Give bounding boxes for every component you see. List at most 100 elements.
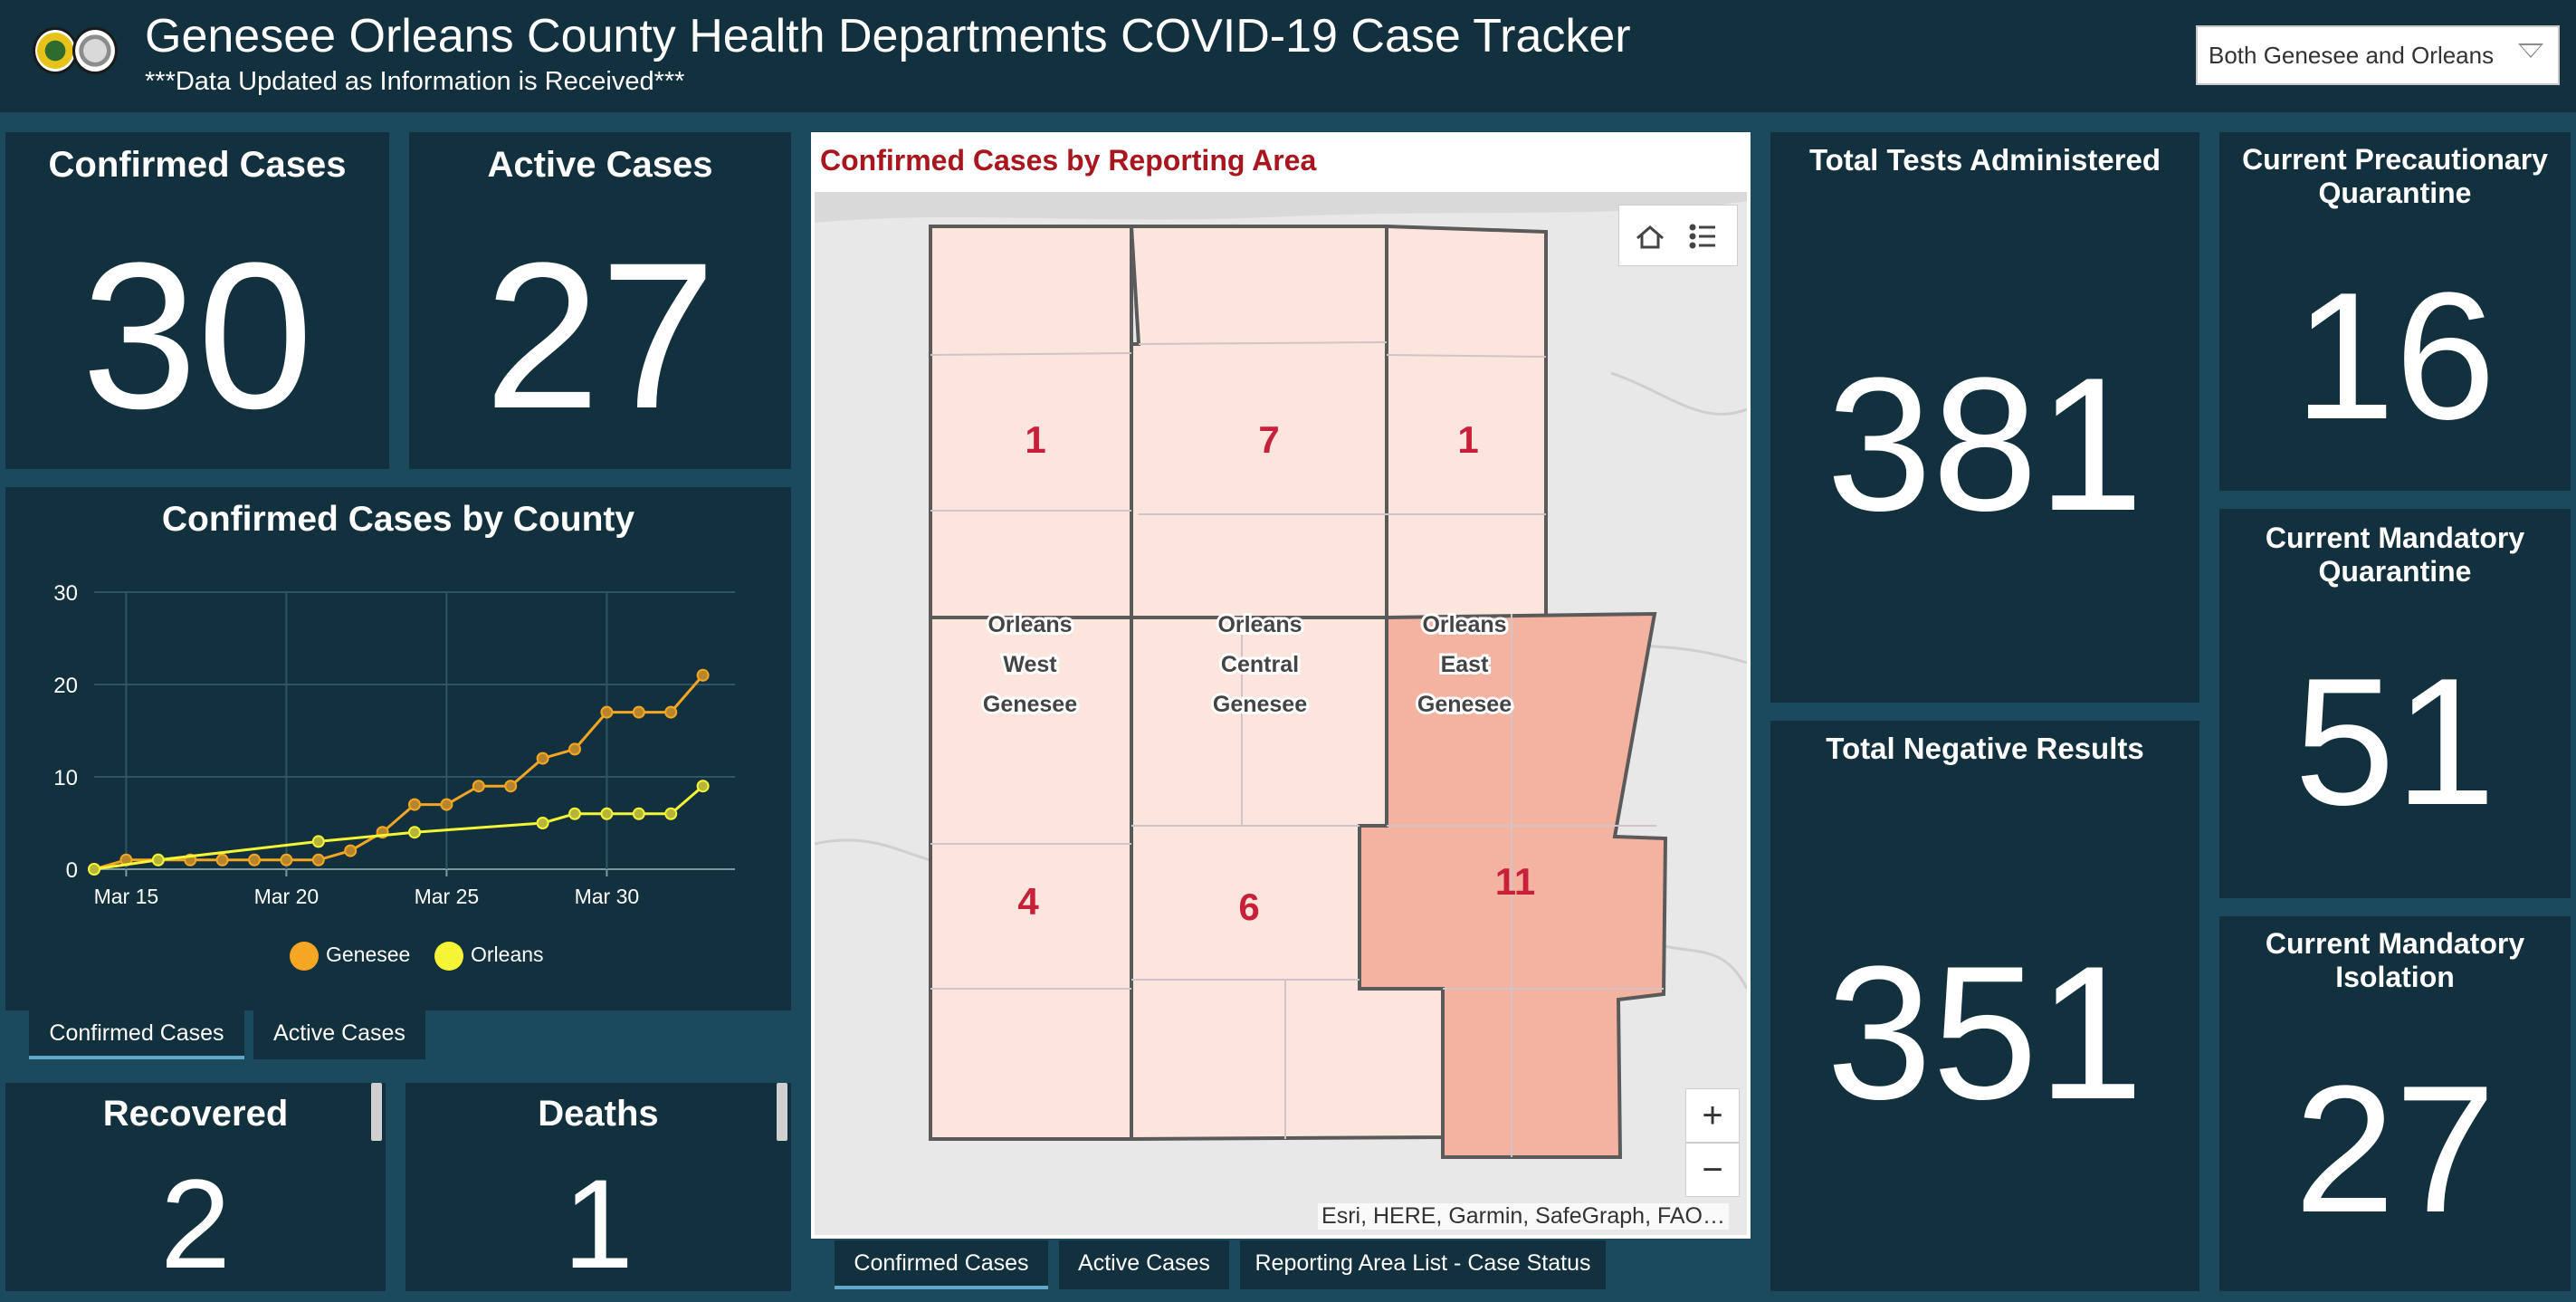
data-point-genesee	[215, 853, 229, 866]
data-point-genesee	[440, 798, 453, 811]
legend-swatch-orleans	[434, 942, 463, 971]
active-cases-title: Active Cases	[487, 145, 713, 185]
data-point-orleans	[696, 780, 710, 793]
data-point-genesee	[280, 853, 293, 866]
data-point-orleans	[408, 826, 421, 839]
data-point-genesee	[696, 668, 710, 682]
data-point-genesee	[311, 853, 325, 866]
tab-map-active-cases[interactable]: Active Cases	[1059, 1240, 1229, 1289]
map-attribution[interactable]: Esri, HERE, Garmin, SafeGraph, FAO…	[1318, 1203, 1729, 1230]
map-panel: Confirmed Cases by Reporting Area	[811, 132, 1751, 1239]
data-point-genesee	[408, 798, 421, 811]
county-filter-dropdown[interactable]: Both Genesee and Orleans	[2196, 25, 2560, 85]
label-orleans-1: Orleans	[987, 612, 1072, 637]
map-title: Confirmed Cases by Reporting Area	[811, 132, 1751, 188]
data-point-orleans	[536, 817, 549, 829]
deaths-title: Deaths	[538, 1094, 659, 1134]
label-orleans-3: Orleans	[1422, 612, 1506, 637]
total-tests-panel: Total Tests Administered 381	[1770, 132, 2199, 703]
total-tests-title: Total Tests Administered	[1808, 143, 2161, 177]
count-genesee-east: 11	[1495, 860, 1535, 903]
cases-by-county-chart-panel: Confirmed Cases by County 0 10 20 30 Mar 15 M…	[5, 487, 791, 1010]
x-tick-label: Mar 20	[254, 885, 320, 908]
data-point-genesee	[344, 844, 358, 857]
recovered-value: 2	[160, 1153, 231, 1295]
data-point-genesee	[248, 853, 261, 866]
legend-label-genesee: Genesee	[326, 943, 411, 967]
legend-swatch-genesee	[290, 942, 319, 971]
legend-label-orleans: Orleans	[471, 943, 544, 967]
precautionary-quarantine-panel: Current Precautionary Quarantine 16	[2219, 132, 2571, 491]
precautionary-quarantine-value: 16	[2294, 255, 2496, 457]
tab-map-reporting-area-list[interactable]: Reporting Area List - Case Status	[1240, 1240, 1606, 1289]
line-chart: 0 10 20 30 Mar 15 Mar 20 Mar 25 Mar 30	[53, 581, 735, 908]
label-west: West	[1003, 652, 1057, 677]
legend-item-orleans[interactable]: Orleans	[434, 942, 544, 971]
legend-item-genesee[interactable]: Genesee	[290, 942, 410, 971]
layer-list-icon	[1689, 224, 1715, 249]
zoom-in-button[interactable]: +	[1685, 1088, 1740, 1143]
genesee-county-seal-icon	[33, 27, 78, 74]
y-tick-label: 30	[53, 581, 78, 606]
precautionary-quarantine-title: Current Precautionary Quarantine	[2242, 143, 2548, 209]
deaths-panel: Deaths 1	[405, 1083, 791, 1291]
tab-map-confirmed-cases[interactable]: Confirmed Cases	[835, 1240, 1048, 1289]
mandatory-quarantine-value: 51	[2294, 641, 2496, 843]
data-point-genesee	[600, 705, 614, 719]
label-genesee-2: Genesee	[1213, 692, 1307, 717]
recovered-scrollbar[interactable]	[371, 1083, 382, 1141]
mandatory-isolation-panel: Current Mandatory Isolation 27	[2219, 916, 2571, 1291]
total-negative-title: Total Negative Results	[1826, 732, 2144, 765]
data-point-orleans	[88, 863, 100, 876]
y-tick-label: 20	[53, 674, 78, 698]
total-negative-value: 351	[1826, 926, 2144, 1139]
confirmed-cases-title: Confirmed Cases	[48, 145, 347, 185]
y-tick-label: 10	[53, 766, 78, 790]
chevron-down-icon	[2518, 43, 2543, 58]
zoom-out-button[interactable]: −	[1685, 1143, 1740, 1197]
data-point-orleans	[632, 807, 645, 820]
total-tests-value: 381	[1826, 338, 2144, 550]
tab-chart-active-cases[interactable]: Active Cases	[253, 1010, 425, 1059]
active-cases-value: 27	[484, 219, 716, 452]
map-canvas: 1 7 1 4 6 11 Orleans West Genesee Orlean…	[815, 192, 1747, 1159]
label-orleans-2: Orleans	[1217, 612, 1302, 637]
series-line-orleans	[93, 785, 704, 871]
page-subtitle: ***Data Updated as Information is Receiv…	[145, 67, 685, 96]
recovered-panel: Recovered 2	[5, 1083, 386, 1291]
data-point-orleans	[311, 835, 325, 848]
label-central: Central	[1221, 652, 1299, 677]
data-point-orleans	[151, 853, 165, 866]
header-bar: Genesee Orleans County Health Department…	[0, 0, 2576, 112]
deaths-scrollbar[interactable]	[777, 1083, 787, 1141]
count-orleans-central: 7	[1258, 418, 1279, 461]
tab-chart-confirmed-cases[interactable]: Confirmed Cases	[29, 1010, 244, 1059]
data-point-genesee	[568, 742, 581, 756]
data-point-genesee	[632, 705, 645, 719]
data-point-genesee	[536, 752, 549, 765]
mandatory-quarantine-panel: Current Mandatory Quarantine 51	[2219, 509, 2571, 898]
page-title: Genesee Orleans County Health Department…	[145, 10, 1631, 62]
home-icon	[1636, 225, 1664, 249]
x-tick-label: Mar 25	[415, 885, 480, 908]
confirmed-cases-value: 30	[81, 219, 313, 452]
count-orleans-west: 1	[1025, 418, 1045, 461]
map-toolbar-icons	[1636, 224, 1715, 249]
data-point-orleans	[600, 807, 614, 820]
map-toolbar	[1618, 205, 1738, 266]
chart-title: Confirmed Cases by County	[161, 500, 635, 539]
map-view[interactable]: 1 7 1 4 6 11 Orleans West Genesee Orlean…	[815, 192, 1747, 1235]
series-line-genesee	[93, 674, 704, 871]
y-tick-label: 0	[66, 858, 78, 883]
recovered-title: Recovered	[102, 1094, 289, 1134]
county-filter-value: Both Genesee and Orleans	[2209, 42, 2495, 69]
count-orleans-east: 1	[1457, 418, 1478, 461]
confirmed-cases-panel: Confirmed Cases 30	[5, 132, 389, 469]
active-cases-panel: Active Cases 27	[409, 132, 791, 469]
data-point-genesee	[664, 705, 678, 719]
mandatory-isolation-value: 27	[2294, 1048, 2496, 1250]
data-point-genesee	[504, 780, 518, 793]
label-genesee-1: Genesee	[983, 692, 1077, 717]
x-tick-label: Mar 30	[575, 885, 640, 908]
label-east: East	[1441, 652, 1489, 677]
